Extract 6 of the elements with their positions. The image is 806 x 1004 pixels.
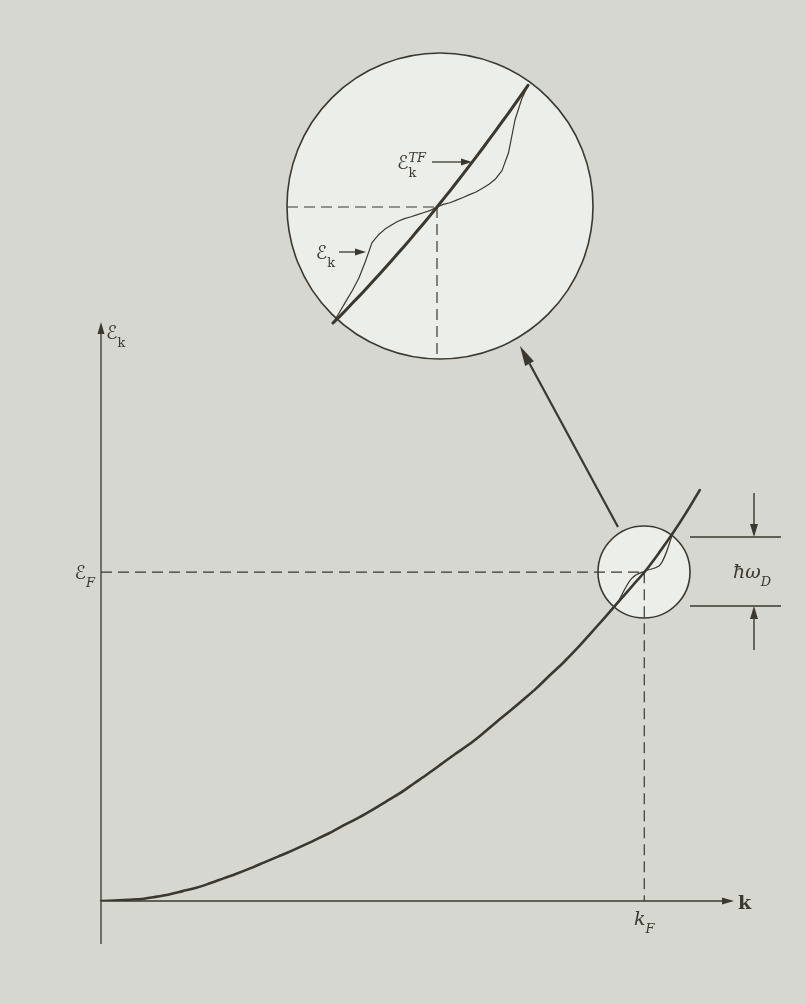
text: k$_{F}$ [634,907,656,936]
text: ℰ$_{k}$ [106,321,126,350]
x-axis-title: k [738,891,752,913]
text: ℰ$_{k}$ [315,241,336,270]
ref-line-label: ℰ$_{F}$ [74,561,97,590]
text: ħω$_{D}$ [732,560,772,589]
